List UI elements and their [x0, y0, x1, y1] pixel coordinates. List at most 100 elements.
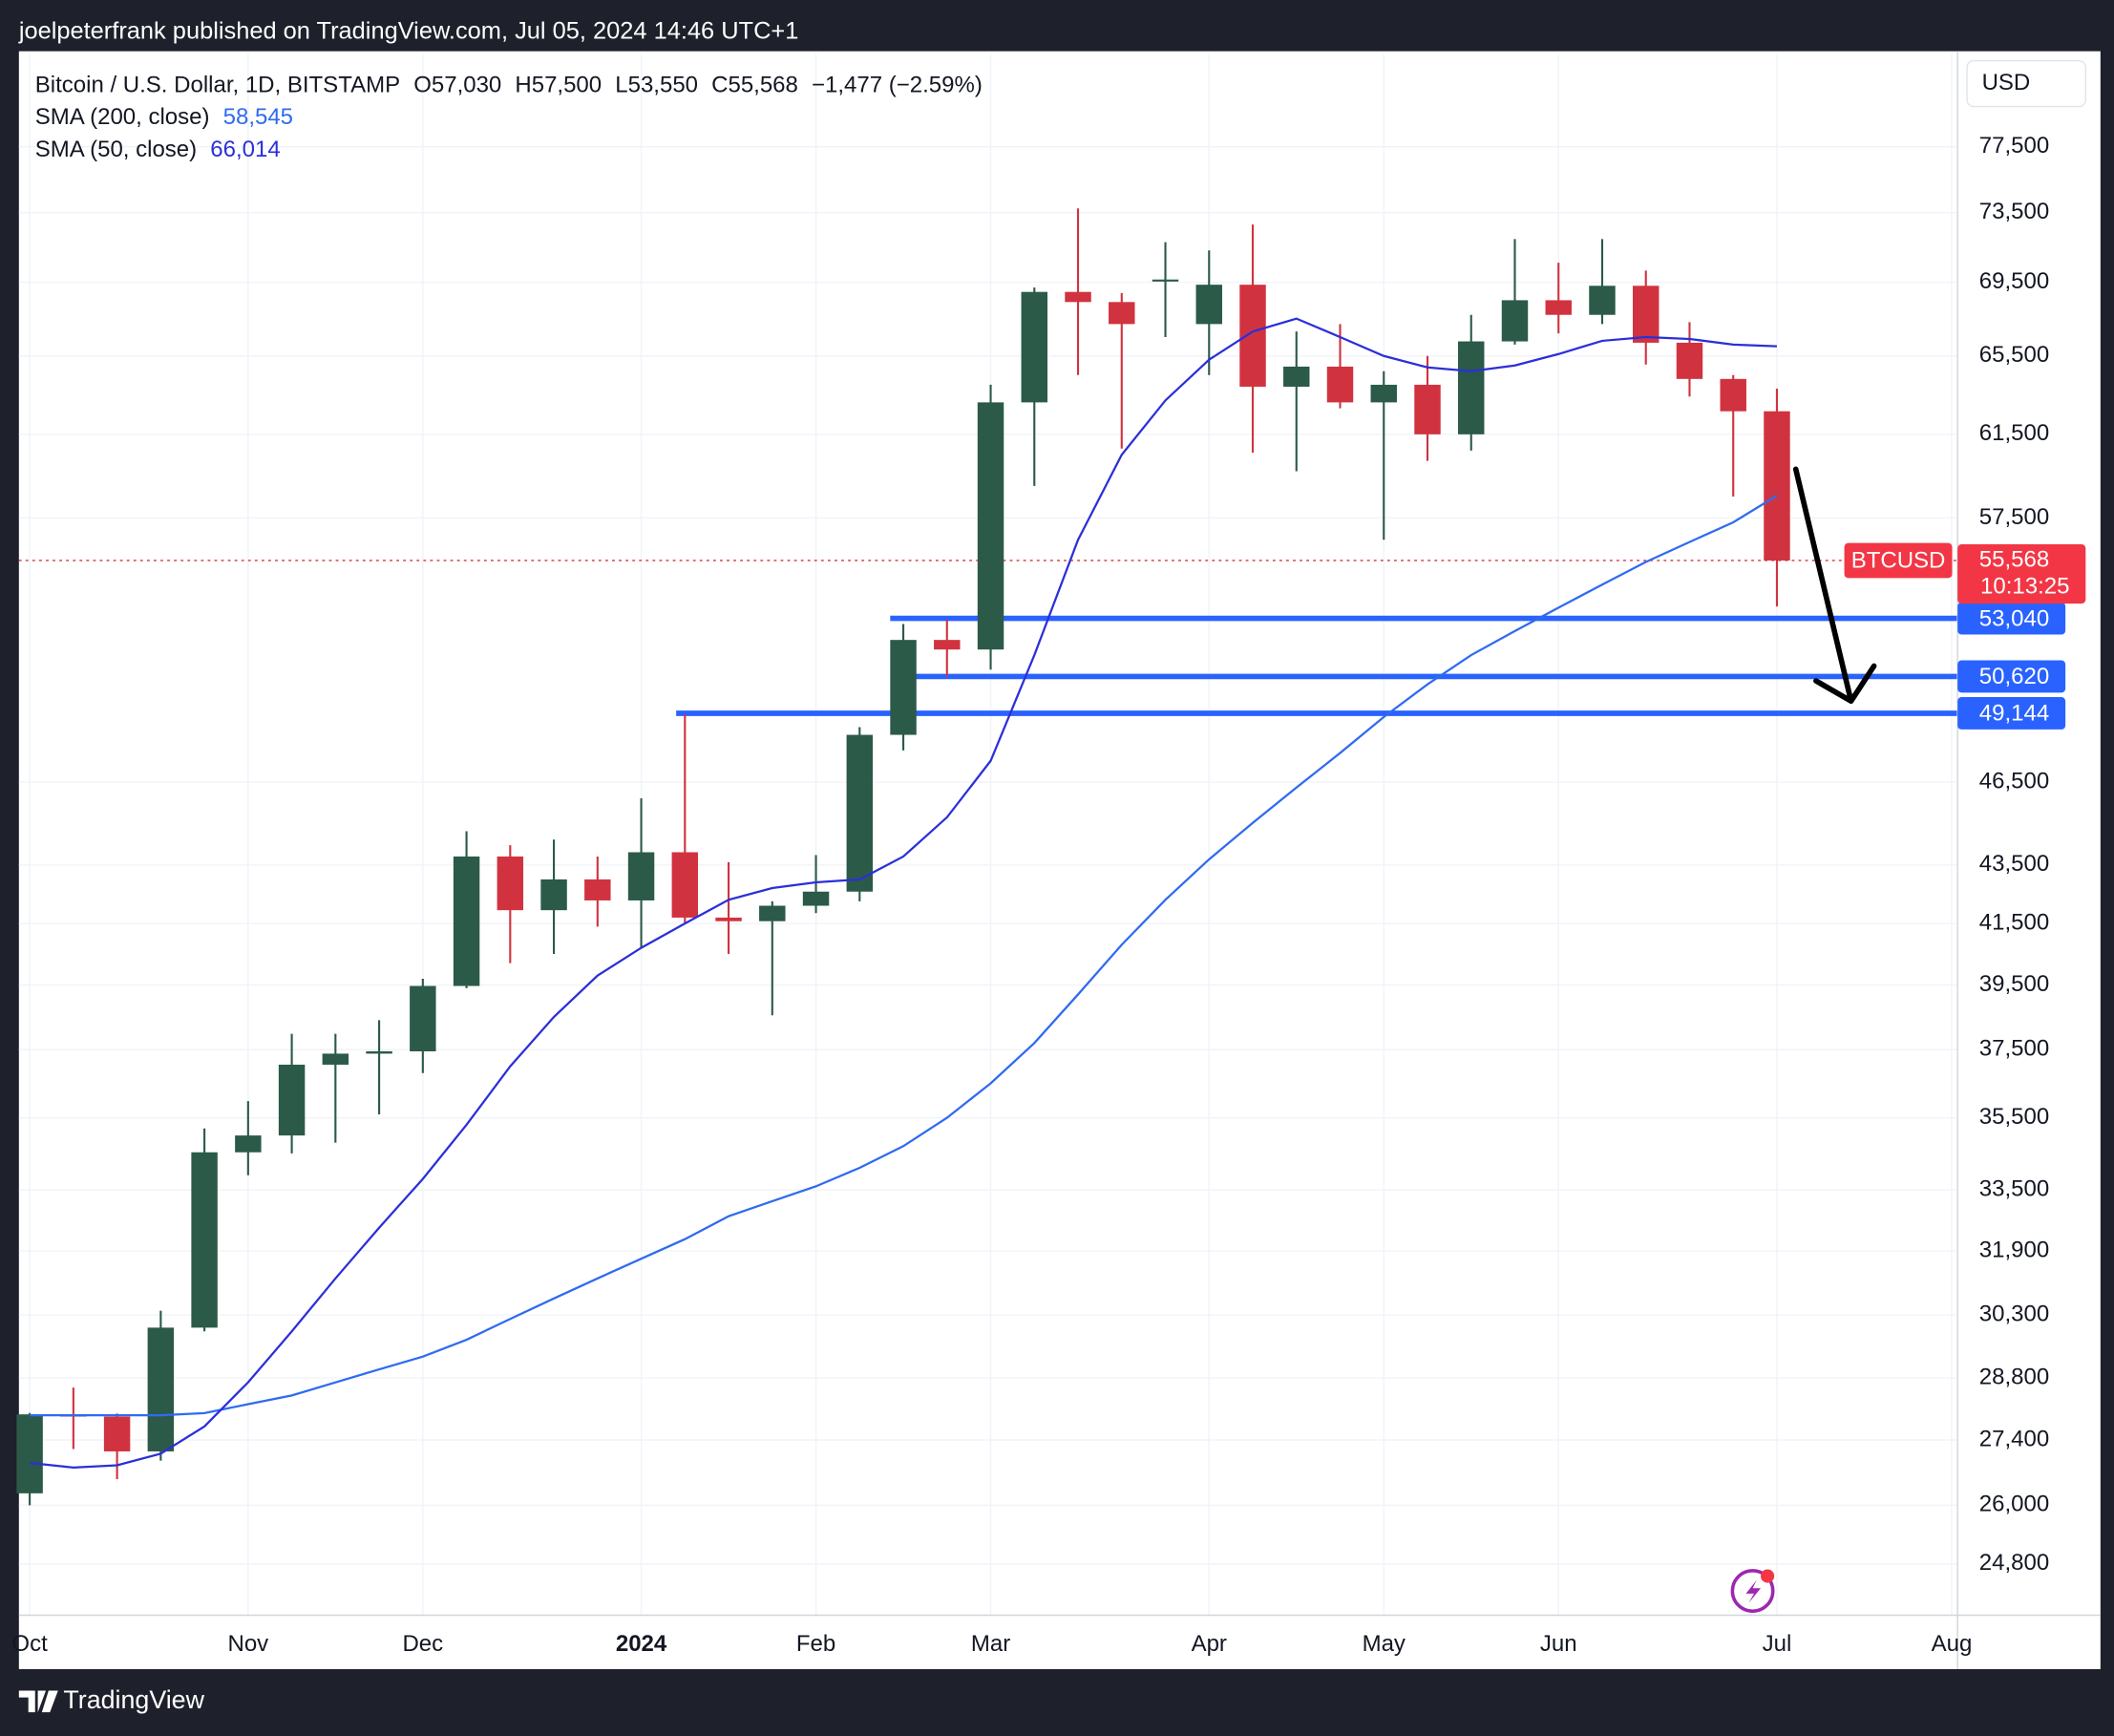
candle-body — [934, 640, 961, 650]
legend-sma-value: 66,014 — [210, 137, 280, 162]
x-tick-label: Aug — [1932, 1631, 1973, 1657]
candle-body — [890, 640, 917, 735]
y-tick-label: 69,500 — [1979, 268, 2049, 294]
x-tick-label: Oct — [11, 1631, 48, 1657]
symbol-tag-label: BTCUSD — [1851, 548, 1946, 574]
symbol-tag — [1844, 542, 1953, 579]
candle-body — [366, 1050, 392, 1054]
candle-body — [759, 905, 786, 921]
candle-body — [1501, 300, 1529, 342]
level-tag-label: 50,620 — [1979, 664, 2049, 689]
y-tick-label: 26,000 — [1979, 1492, 2049, 1517]
candle-body — [1545, 300, 1572, 315]
y-tick-label: 73,500 — [1979, 199, 2049, 224]
candle-body — [802, 891, 830, 906]
candle-body — [1720, 378, 1746, 412]
candle-body — [322, 1053, 349, 1065]
y-tick-label: 35,500 — [1979, 1104, 2049, 1130]
sma-line — [30, 495, 1778, 1417]
annotation-arrow — [1792, 466, 1877, 705]
legend-close: C55,568 — [711, 73, 798, 98]
candle-body — [1458, 341, 1485, 434]
candle-body — [1764, 411, 1790, 561]
y-tick-label: 61,500 — [1979, 420, 2049, 446]
candle-body — [846, 734, 874, 892]
candle-body — [1109, 302, 1135, 325]
y-tick-label: 41,500 — [1979, 910, 2049, 936]
candle-body — [278, 1064, 306, 1136]
legend-sma-value: 58,545 — [223, 105, 293, 131]
candle-body — [1021, 291, 1048, 403]
y-tick-label: 27,400 — [1979, 1426, 2049, 1451]
candle-body — [1414, 384, 1441, 434]
countdown-label: 10:13:25 — [1980, 574, 2069, 600]
y-tick-label: 57,500 — [1979, 504, 2049, 530]
legend-change: −1,477 (−2.59%) — [812, 73, 983, 98]
candle-body — [584, 879, 611, 900]
level-tag — [1957, 602, 2066, 635]
candle-body — [540, 879, 567, 911]
sma-line — [29, 317, 1778, 1470]
y-tick-label: 30,300 — [1979, 1301, 2049, 1326]
byline: joelpeterfrank published on TradingView.… — [18, 18, 799, 45]
candle-body — [147, 1327, 175, 1451]
price-tag — [1957, 544, 2086, 604]
x-tick-label: Apr — [1192, 1631, 1227, 1657]
y-tick-label: 28,800 — [1979, 1364, 2049, 1389]
currency-label[interactable]: USD — [1982, 70, 2031, 95]
candle-body — [1326, 366, 1354, 403]
candle-body — [627, 852, 655, 900]
y-tick-label: 43,500 — [1979, 851, 2049, 877]
x-tick-label: Mar — [971, 1631, 1010, 1657]
candle-body — [1195, 285, 1222, 325]
candle-body — [1589, 286, 1616, 315]
level-tag-label: 53,040 — [1979, 605, 2049, 631]
legend: Bitcoin / U.S. Dollar, 1D, BITSTAMP O57,0… — [35, 73, 983, 163]
y-tick-label: 65,500 — [1979, 342, 2049, 368]
legend-symbol-name: Bitcoin / U.S. Dollar, 1D, BITSTAMP — [35, 73, 400, 98]
candle-body — [191, 1152, 218, 1328]
y-tick-label: 33,500 — [1979, 1176, 2049, 1202]
x-tick-label: Feb — [796, 1631, 835, 1657]
y-tick-label: 31,900 — [1979, 1237, 2049, 1262]
candle-body — [977, 402, 1004, 650]
candle-body — [1633, 286, 1659, 343]
currency-button[interactable] — [1966, 59, 2087, 108]
candle-body — [671, 852, 699, 918]
price-tag-label: 55,568 — [1979, 546, 2049, 572]
level-tag — [1957, 697, 2066, 730]
brand-name: TradingView — [63, 1685, 204, 1714]
x-tick-label: May — [1363, 1631, 1406, 1657]
y-tick-label: 39,500 — [1979, 971, 2049, 997]
candle-body — [103, 1416, 131, 1451]
x-tick-label: Jun — [1540, 1631, 1577, 1657]
candle-body — [1239, 285, 1266, 387]
legend-high: H57,500 — [515, 73, 602, 98]
y-tick-label: 77,500 — [1979, 133, 2049, 159]
candle-body — [16, 1414, 43, 1493]
legend-open: O57,030 — [413, 73, 501, 98]
x-tick-label: Jul — [1763, 1631, 1792, 1657]
legend-sma: SMA (50, close) 66,014 — [35, 137, 281, 162]
x-tick-label: Dec — [402, 1631, 443, 1657]
y-tick-label: 46,500 — [1979, 768, 2049, 794]
legend-sma-name: SMA (200, close) — [35, 105, 210, 131]
legend-low: L53,550 — [615, 73, 698, 98]
legend-sma-name: SMA (50, close) — [35, 137, 197, 162]
legend-sma: SMA (200, close) 58,545 — [35, 105, 293, 131]
candle-body — [715, 917, 742, 921]
y-tick-label: 24,800 — [1979, 1550, 2049, 1576]
level-tag — [1957, 660, 2066, 693]
candle-body — [410, 985, 436, 1051]
legend-symbol: Bitcoin / U.S. Dollar, 1D, BITSTAMP O57,0… — [35, 73, 983, 98]
candle-body — [1152, 279, 1179, 282]
candle-body — [1370, 384, 1397, 403]
flash-icon — [1730, 1569, 1775, 1614]
candle-body — [453, 856, 480, 986]
level-tag-label: 49,144 — [1979, 701, 2049, 727]
brand-logo — [18, 1690, 58, 1713]
candle-body — [1065, 291, 1091, 303]
